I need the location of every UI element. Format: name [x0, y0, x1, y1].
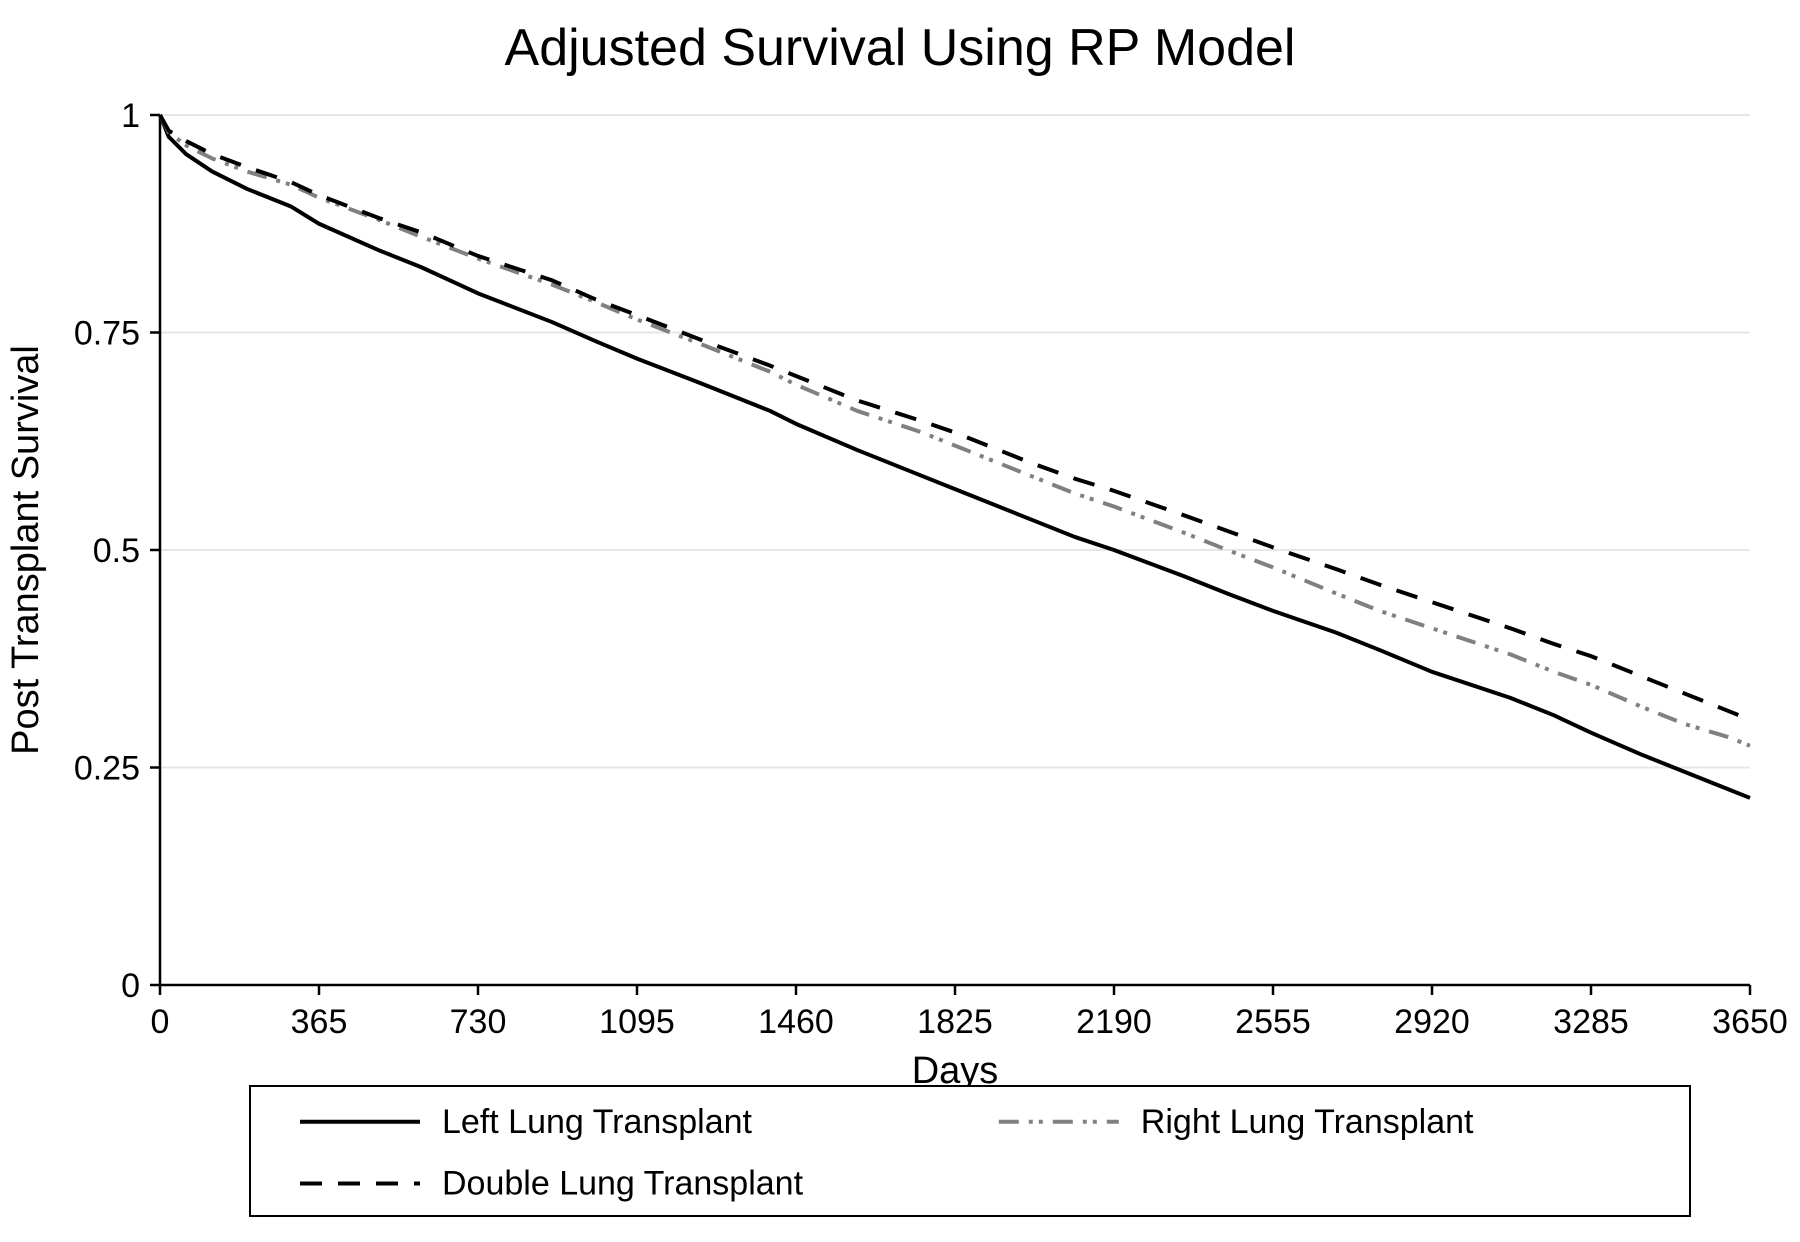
x-tick-label: 2190	[1076, 1003, 1152, 1041]
y-tick-label: 0.25	[74, 749, 140, 787]
y-tick-label: 0	[121, 967, 140, 1005]
x-tick-label: 2920	[1394, 1003, 1470, 1041]
chart-title: Adjusted Survival Using RP Model	[505, 19, 1296, 77]
x-tick-label: 1825	[917, 1003, 993, 1041]
legend: Left Lung Transplant Right Lung Transplan…	[250, 1086, 1690, 1216]
chart-container: Adjusted Survival Using RP Model 0 365 730 1…	[0, 0, 1800, 1242]
x-tick-label: 730	[450, 1003, 507, 1041]
y-tick-label: 0.5	[93, 532, 140, 570]
x-tick-label: 1460	[758, 1003, 834, 1041]
x-tick-label: 2555	[1235, 1003, 1311, 1041]
legend-label: Double Lung Transplant	[442, 1165, 804, 1203]
x-tick-label: 3650	[1712, 1003, 1788, 1041]
legend-label: Left Lung Transplant	[442, 1103, 753, 1141]
x-tick-label: 365	[291, 1003, 348, 1041]
x-tick-label: 3285	[1553, 1003, 1629, 1041]
survival-chart: Adjusted Survival Using RP Model 0 365 730 1…	[0, 0, 1800, 1242]
x-tick-label: 0	[151, 1003, 170, 1041]
y-tick-label: 1	[121, 97, 140, 135]
y-axis-label: Post Transplant Survival	[5, 345, 47, 755]
x-tick-label: 1095	[599, 1003, 675, 1041]
legend-label: Right Lung Transplant	[1141, 1103, 1474, 1141]
y-tick-label: 0.75	[74, 314, 140, 352]
